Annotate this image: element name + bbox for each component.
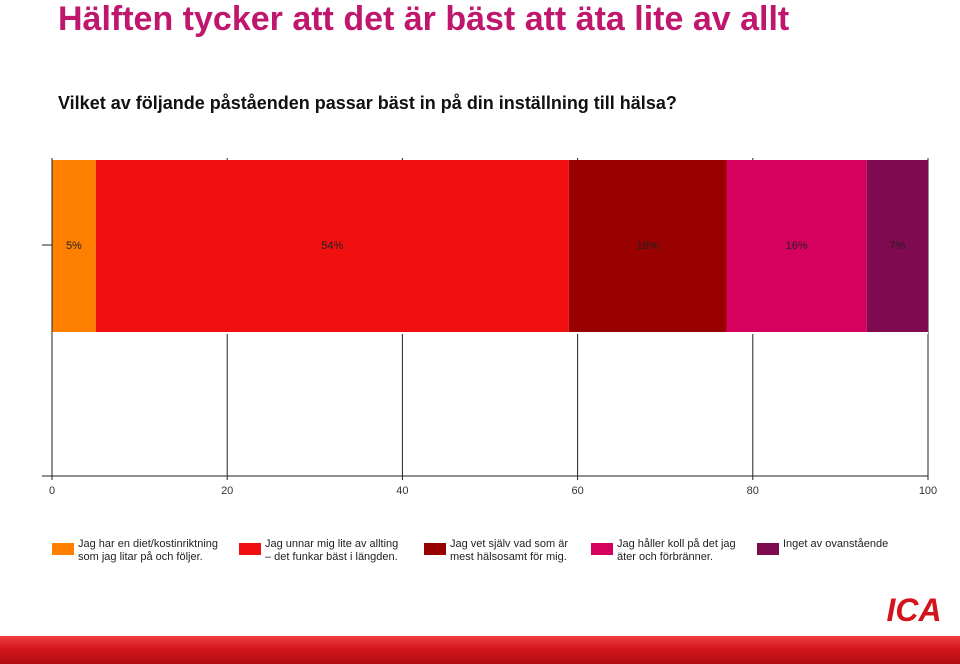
legend-label-4-2: äter och förbränner. bbox=[617, 551, 713, 563]
legend-swatch-1 bbox=[52, 543, 74, 555]
legend-swatch-3 bbox=[424, 543, 446, 555]
x-tick-label-0: 0 bbox=[49, 485, 55, 497]
logo-text: ICA bbox=[886, 592, 941, 626]
data-label-1: 5% bbox=[66, 240, 82, 252]
x-tick-label-80: 80 bbox=[747, 485, 759, 497]
legend-label-1-2: som jag litar på och följer. bbox=[78, 551, 203, 563]
x-tick-label-60: 60 bbox=[571, 485, 583, 497]
bar-segment-3 bbox=[568, 160, 727, 332]
legend-label-2-2: – det funkar bäst i längden. bbox=[265, 551, 398, 563]
x-tick-label-100: 100 bbox=[919, 485, 937, 497]
data-label-3: 18% bbox=[637, 240, 659, 252]
data-label-5: 7% bbox=[889, 240, 905, 252]
x-tick-label-20: 20 bbox=[221, 485, 233, 497]
stacked-bar-chart: 5% 54% 18% 16% 7% 0 20 40 60 80 100 Jag har en diet… bbox=[42, 158, 937, 563]
legend-label-3-2: mest hälsosamt för mig. bbox=[450, 551, 567, 563]
ica-logo: ICA bbox=[886, 592, 941, 626]
legend-label-5-1: Inget av ovanstående bbox=[783, 538, 888, 550]
bar-segment-4 bbox=[726, 160, 867, 332]
legend-swatch-2 bbox=[239, 543, 261, 555]
bar-segment-2 bbox=[95, 160, 569, 332]
legend-label-4-1: Jag håller koll på det jag bbox=[617, 538, 736, 550]
bar-segment-5 bbox=[866, 160, 928, 332]
footer-brand-bar bbox=[0, 636, 960, 664]
question-subtitle: Vilket av följande påståenden passar bäs… bbox=[58, 93, 677, 113]
legend-swatch-4 bbox=[591, 543, 613, 555]
data-label-4: 16% bbox=[786, 240, 808, 252]
legend-swatch-5 bbox=[757, 543, 779, 555]
bar-segment-1 bbox=[52, 160, 96, 332]
page-title: Hälften tycker att det är bäst att äta l… bbox=[58, 0, 790, 38]
legend-label-3-1: Jag vet själv vad som är bbox=[450, 538, 568, 550]
x-tick-label-40: 40 bbox=[396, 485, 408, 497]
legend-label-1-1: Jag har en diet/kostinriktning bbox=[78, 538, 218, 550]
data-label-2: 54% bbox=[321, 240, 343, 252]
legend-label-2-1: Jag unnar mig lite av allting bbox=[265, 538, 398, 550]
